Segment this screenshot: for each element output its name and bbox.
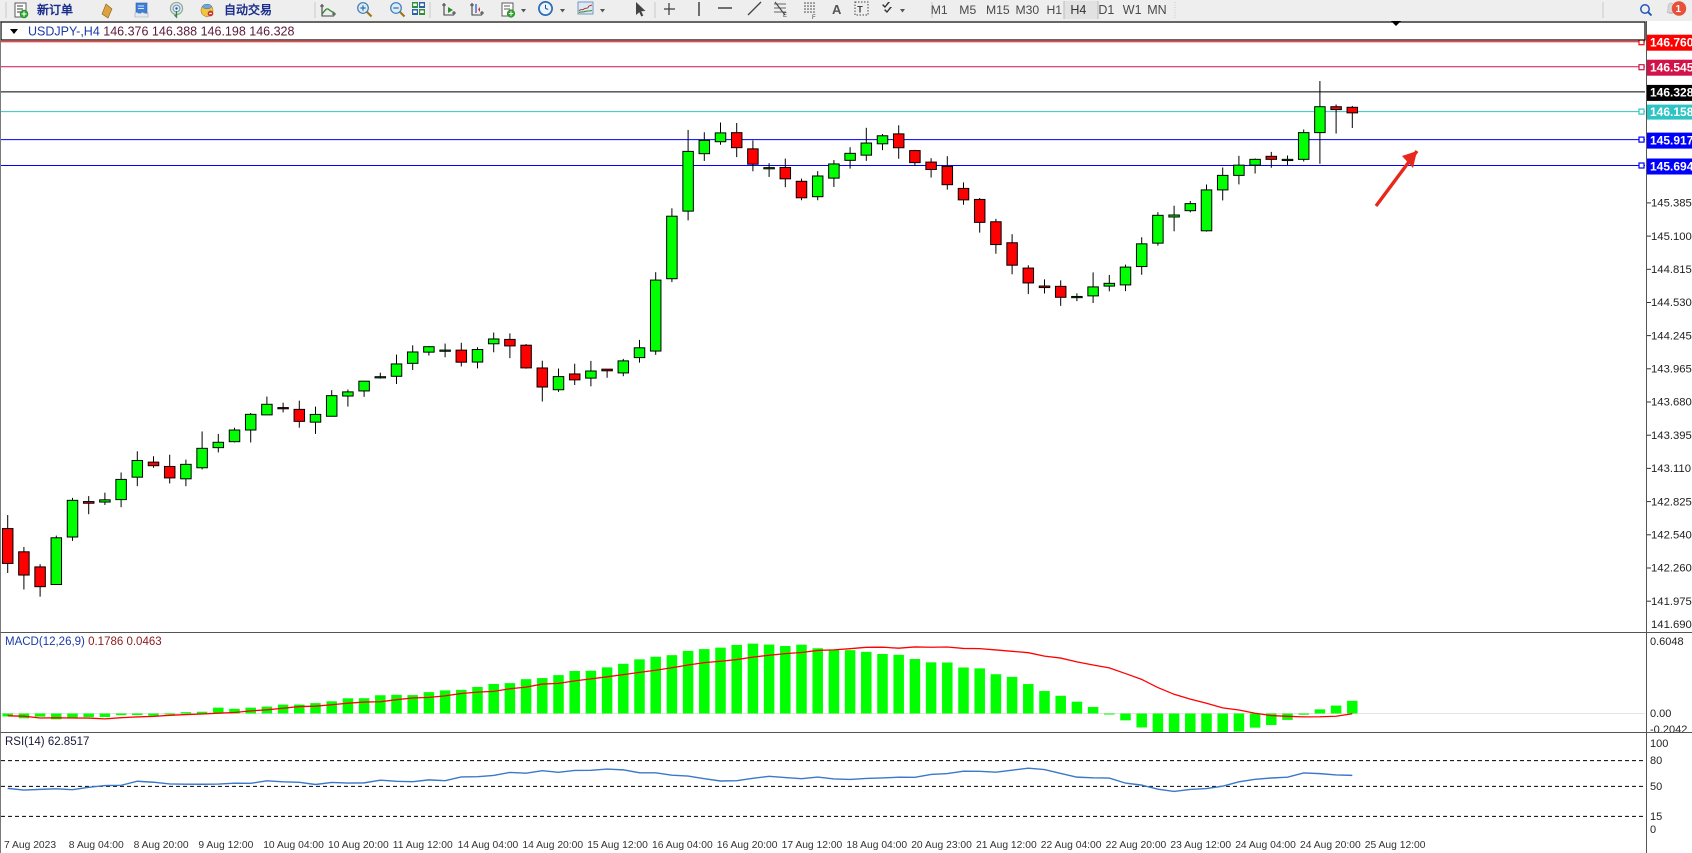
- svg-text:144.245: 144.245: [1651, 330, 1692, 342]
- svg-text:24 Aug 04:00: 24 Aug 04:00: [1235, 840, 1296, 851]
- svg-text:143.965: 143.965: [1651, 364, 1692, 376]
- svg-text:9 Aug 12:00: 9 Aug 12:00: [198, 840, 253, 851]
- svg-text:146.760: 146.760: [1650, 36, 1692, 50]
- svg-text:144.815: 144.815: [1651, 264, 1692, 276]
- svg-text:50: 50: [1650, 781, 1662, 793]
- svg-text:143.395: 143.395: [1651, 430, 1692, 442]
- svg-text:RSI(14) 62.8517: RSI(14) 62.8517: [5, 736, 89, 748]
- svg-text:80: 80: [1650, 755, 1662, 767]
- svg-text:0.00: 0.00: [1650, 708, 1671, 720]
- svg-text:144.530: 144.530: [1651, 297, 1692, 309]
- svg-text:W1: W1: [1123, 3, 1142, 17]
- svg-text:100: 100: [1650, 738, 1668, 750]
- svg-text:141.690: 141.690: [1651, 619, 1692, 631]
- svg-text:10 Aug 20:00: 10 Aug 20:00: [328, 840, 389, 851]
- svg-text:8 Aug 20:00: 8 Aug 20:00: [134, 840, 189, 851]
- svg-text:143.680: 143.680: [1651, 397, 1692, 409]
- svg-text:22 Aug 20:00: 22 Aug 20:00: [1106, 840, 1167, 851]
- svg-text:141.975: 141.975: [1651, 596, 1692, 608]
- svg-text:M1: M1: [931, 3, 948, 17]
- svg-text:M5: M5: [959, 3, 976, 17]
- svg-text:146.545: 146.545: [1650, 61, 1692, 75]
- svg-text:15: 15: [1650, 811, 1662, 823]
- svg-text:16 Aug 20:00: 16 Aug 20:00: [717, 840, 778, 851]
- svg-text:11 Aug 12:00: 11 Aug 12:00: [393, 840, 453, 851]
- svg-text:14 Aug 04:00: 14 Aug 04:00: [458, 840, 519, 851]
- svg-text:A: A: [832, 2, 842, 17]
- svg-text:14 Aug 20:00: 14 Aug 20:00: [522, 840, 583, 851]
- svg-text:8 Aug 04:00: 8 Aug 04:00: [69, 840, 124, 851]
- svg-text:M15: M15: [986, 3, 1010, 17]
- svg-text:22 Aug 04:00: 22 Aug 04:00: [1041, 840, 1102, 851]
- svg-text:0.6048: 0.6048: [1650, 636, 1684, 648]
- svg-text:H1: H1: [1047, 3, 1063, 17]
- svg-text:142.260: 142.260: [1651, 563, 1692, 575]
- svg-text:145.100: 145.100: [1651, 231, 1692, 243]
- svg-text:T: T: [857, 5, 863, 15]
- svg-text:21 Aug 12:00: 21 Aug 12:00: [976, 840, 1037, 851]
- svg-text:146.158: 146.158: [1650, 105, 1692, 119]
- svg-text:20 Aug 23:00: 20 Aug 23:00: [911, 840, 972, 851]
- svg-text:23 Aug 12:00: 23 Aug 12:00: [1170, 840, 1231, 851]
- svg-text:新订单: 新订单: [37, 2, 73, 17]
- svg-text:18 Aug 04:00: 18 Aug 04:00: [846, 840, 907, 851]
- svg-text:143.110: 143.110: [1651, 463, 1691, 475]
- svg-text:24 Aug 20:00: 24 Aug 20:00: [1300, 840, 1361, 851]
- svg-text:25 Aug 12:00: 25 Aug 12:00: [1365, 840, 1426, 851]
- svg-text:146.328: 146.328: [1650, 86, 1692, 100]
- svg-text:17 Aug 12:00: 17 Aug 12:00: [782, 840, 843, 851]
- svg-text:M30: M30: [1016, 3, 1040, 17]
- svg-text:E: E: [783, 13, 787, 19]
- svg-text:10 Aug 04:00: 10 Aug 04:00: [263, 840, 324, 851]
- svg-text:USDJPY-,H4 146.376 146.388 14: USDJPY-,H4 146.376 146.388 146.198 146.3…: [28, 25, 294, 39]
- svg-text:MN: MN: [1147, 3, 1166, 17]
- svg-text:自动交易: 自动交易: [224, 2, 272, 17]
- svg-text:16 Aug 04:00: 16 Aug 04:00: [652, 840, 713, 851]
- svg-text:1: 1: [1676, 4, 1682, 15]
- svg-text:H4: H4: [1070, 3, 1086, 17]
- svg-text:MACD(12,26,9) 0.1786 0.0463: MACD(12,26,9) 0.1786 0.0463: [5, 636, 162, 648]
- svg-text:7 Aug 2023: 7 Aug 2023: [4, 840, 56, 851]
- svg-text:D1: D1: [1098, 3, 1114, 17]
- svg-text:0: 0: [1650, 824, 1656, 836]
- svg-text:145.694: 145.694: [1650, 159, 1692, 173]
- svg-text:142.540: 142.540: [1651, 530, 1692, 542]
- svg-text:145.385: 145.385: [1651, 198, 1692, 210]
- svg-text:15 Aug 12:00: 15 Aug 12:00: [587, 840, 648, 851]
- svg-text:142.825: 142.825: [1651, 496, 1692, 508]
- svg-text:145.917: 145.917: [1650, 133, 1692, 147]
